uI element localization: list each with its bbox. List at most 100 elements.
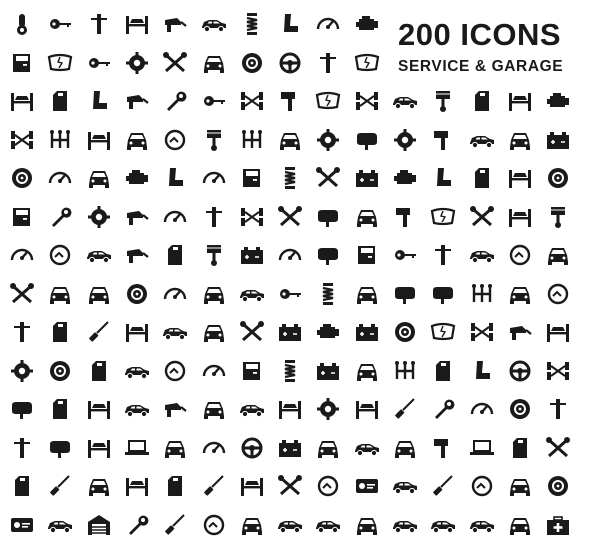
cars-icon [238,397,266,421]
sedan-icon [391,89,419,113]
jerry-can-icon [8,474,36,498]
chassis-icon [468,320,496,344]
speedometer-icon [200,436,228,460]
wrench-screwdriver-icon [314,166,342,190]
air-pump-icon [8,320,36,344]
gear-shifter-icon [544,397,572,421]
spark-plug-icon [200,243,228,267]
brake-disc-icon [544,166,572,190]
brake-drum-icon [46,359,74,383]
oil-can-icon [506,320,534,344]
magnifier-car-icon [200,166,228,190]
headlight-icon [429,282,457,306]
car-top-view-icon [353,243,381,267]
screwdriver-icon [161,513,189,537]
car-engine-icon [123,166,151,190]
car-side-icon [391,474,419,498]
car-on-lift-icon [123,12,151,36]
car-front-icon [391,436,419,460]
gear-stick-icon [314,51,342,75]
car-wash-icon [353,282,381,306]
axle-icon [238,205,266,229]
gearbox-pattern-icon [391,359,419,383]
wiper-arm-icon [429,474,457,498]
tire-icon [238,51,266,75]
car-headlight-icon [85,166,113,190]
car-24h-icon [200,513,228,537]
dashboard-icon [200,359,228,383]
car-person-icon [161,166,189,190]
rear-view-mirror-icon [391,282,419,306]
radiator-icon [276,320,304,344]
car-key-icon [200,89,228,113]
gear-knob-icon [200,205,228,229]
coil-shock-icon [314,282,342,306]
car-wrench-icon [200,51,228,75]
spray-icon [161,397,189,421]
car-seat-icon [429,166,457,190]
spark-plug-icon [200,128,228,152]
screwdriver-icon [200,474,228,498]
dipstick-icon [85,320,113,344]
tire-wheel-icon [123,282,151,306]
fuse-icon [353,320,381,344]
wrench-car-icon [161,89,189,113]
coil-spring-icon [276,166,304,190]
car-jack-icon [506,89,534,113]
head-gasket-icon [314,243,342,267]
wiper-blade-icon [314,89,342,113]
car-front-icon [276,128,304,152]
car-spray-icon [123,89,151,113]
car-door-icon [238,359,266,383]
exhaust-pipe-icon [429,128,457,152]
car-side-icon [276,513,304,537]
air-filter-icon [353,166,381,190]
car-repair-icon [353,359,381,383]
award-badge-icon [123,51,151,75]
car-24h-icon [544,282,572,306]
gear-car-icon [314,397,342,421]
tire-pump-icon [161,282,189,306]
car-service-dashboard-icon [8,243,36,267]
piston-icon [429,89,457,113]
car-on-ramp-icon [85,128,113,152]
radiator-icon [238,243,266,267]
car-key-icon [46,12,74,36]
muffler-icon [391,205,419,229]
tire-tread-icon [8,166,36,190]
car-side-icon [200,12,228,36]
car-wash-icon [506,513,534,537]
car-wash-station-icon [276,397,304,421]
car-lift-icon [85,436,113,460]
rear-view-mirror-icon [46,436,74,460]
engine-oil-icon [46,89,74,113]
car-shield-icon [506,128,534,152]
car-tools-icon [238,320,266,344]
car-top-view-icon [238,166,266,190]
car-service-list-icon [8,513,36,537]
car-24h-icon [468,474,496,498]
headlight-icon [8,397,36,421]
car-front-icon [353,513,381,537]
coupe-icon [468,128,496,152]
car-front-icon [506,282,534,306]
page-subtitle: SERVICE & GARAGE [398,58,564,75]
24h-tools-icon [46,243,74,267]
radiator-grill-icon [276,436,304,460]
car-seat-icon [276,12,304,36]
gear-knob-icon [429,243,457,267]
battery-icon [544,128,572,152]
wrench-screwdriver-icon [544,436,572,460]
crossed-wrenches-icon [8,282,36,306]
car-seat-side-icon [85,89,113,113]
engine-icon [353,12,381,36]
turbo-icon [314,128,342,152]
laptop-diagnostics-icon [123,436,151,460]
fuel-pump-icon [429,359,457,383]
battery-plus-minus-icon [314,359,342,383]
axle-gear-icon [8,128,36,152]
car-shield-check-icon [46,282,74,306]
24h-wrench-icon [314,474,342,498]
